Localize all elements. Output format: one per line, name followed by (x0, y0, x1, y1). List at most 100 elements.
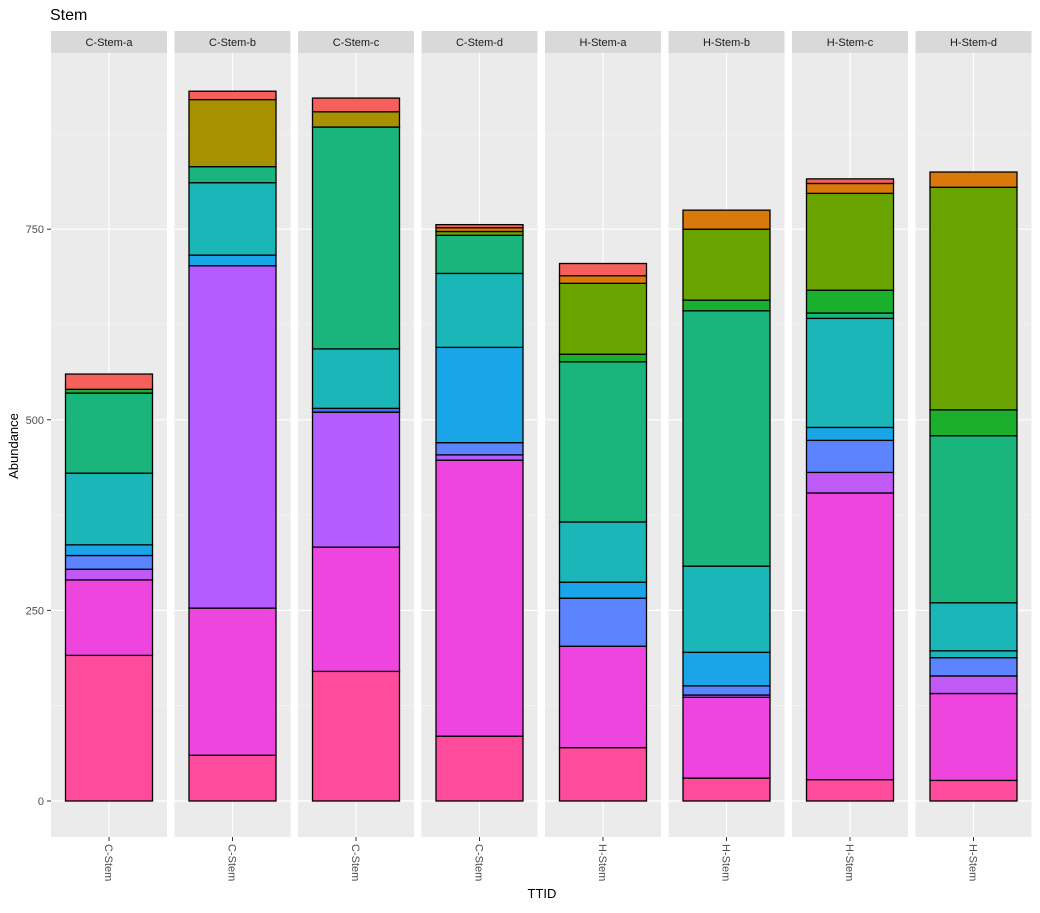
x-tick-label: H-Stem (596, 844, 608, 881)
bar-segment (435, 223, 524, 229)
bar-segment (929, 650, 1018, 659)
facet-strip-label: C-Stem-d (456, 37, 503, 49)
bar-segment (682, 299, 771, 312)
bar-segment (188, 166, 277, 184)
bar-segment (805, 779, 895, 802)
bar-segment (64, 544, 154, 557)
bar-segment (929, 435, 1018, 604)
facet-strip (298, 31, 414, 53)
facet-panel: C-Stem-d C-Stem (421, 31, 538, 881)
bar-segment (435, 272, 524, 349)
bar-segment (188, 90, 277, 101)
x-tick-label: H-Stem (720, 844, 732, 881)
bar-segment (558, 262, 648, 277)
y-tick-label: 750 (26, 224, 44, 236)
bar-segment (311, 411, 401, 548)
bar-segment (435, 459, 524, 737)
bar-segment (435, 442, 524, 456)
facet-panel: C-Stem-a C-Stem (51, 31, 167, 881)
bar-segment (805, 439, 895, 474)
bar-segment (558, 282, 648, 355)
facet-panel: H-Stem-a H-Stem (545, 31, 661, 881)
bar-segment (805, 471, 895, 494)
bar-segment (64, 392, 154, 474)
facet-panel: C-Stem-b C-Stem (174, 31, 291, 881)
bar-segment (682, 565, 771, 653)
y-axis-label: Abundance (6, 413, 21, 479)
bar-segment (558, 645, 648, 749)
facet-panels: C-Stem-aC-Stem C-Stem-b C-Stem C-Stem-c C-St… (51, 31, 1032, 881)
facet-strip (792, 31, 908, 53)
bar-segment (558, 275, 648, 284)
facet-strip-label: C-Stem-c (333, 37, 380, 49)
x-tick-label: C-Stem (473, 844, 485, 881)
bar-segment (188, 254, 277, 267)
bar-segment (558, 353, 648, 363)
bar-segment (64, 579, 154, 657)
bar-segment (929, 657, 1018, 677)
bar-segment (558, 746, 648, 802)
chart-title: Stem (50, 7, 87, 24)
bar-segment (682, 651, 771, 687)
facet-strip (545, 31, 661, 53)
facet-strip-label: H-Stem-b (703, 37, 750, 49)
bar-segment (929, 171, 1018, 188)
bar-segment (311, 546, 401, 673)
bar-segment (311, 670, 401, 802)
bar-segment (929, 602, 1018, 652)
bar-segment (558, 361, 648, 523)
facet-strip (915, 31, 1032, 53)
bar-segment (929, 692, 1018, 782)
bar-segment (188, 182, 277, 256)
y-tick-label: 250 (26, 605, 44, 617)
bar-segment (929, 675, 1018, 695)
bar-segment (805, 289, 895, 314)
y-tick-label: 500 (26, 415, 44, 427)
x-tick-label: C-Stem (226, 844, 238, 881)
bar-segment (311, 348, 401, 410)
facet-strip-label: H-Stem-a (579, 37, 627, 49)
x-tick-label: H-Stem (967, 844, 979, 881)
bar-segment (929, 409, 1018, 437)
bar-segment (805, 192, 895, 291)
bar-segment (558, 521, 648, 583)
facet-strip (421, 31, 538, 53)
bar-segment (805, 492, 895, 781)
facet-strip-label: H-Stem-d (950, 37, 997, 49)
facet-strip-label: C-Stem-b (209, 37, 256, 49)
bar-segment (188, 607, 277, 756)
facet-panel: H-Stem-c H-Stem (792, 31, 908, 881)
bar-segment (682, 777, 771, 802)
bar-segment (188, 754, 277, 802)
x-tick-label: C-Stem (102, 844, 114, 881)
x-tick-label: C-Stem (349, 844, 361, 881)
bar-segment (682, 685, 771, 696)
bar-segment (64, 472, 154, 546)
facet-panel: H-Stem-b H-Stem (668, 31, 785, 881)
bar-segment (64, 373, 154, 390)
bar-segment (929, 779, 1018, 802)
bar-segment (805, 182, 895, 195)
bar-segment (64, 554, 154, 570)
bar-segment (435, 234, 524, 275)
bar-segment (188, 98, 277, 168)
bar-segment (188, 265, 277, 609)
bar-segment (64, 654, 154, 802)
bar-segment (435, 735, 524, 802)
bar-segment (805, 317, 895, 429)
bar-segment (311, 111, 401, 128)
facet-panel: H-Stem-d H-Stem (915, 31, 1032, 881)
bar-segment (435, 346, 524, 444)
bar-segment (682, 310, 771, 567)
bar-segment (682, 696, 771, 779)
x-axis-label: TTID (528, 886, 557, 901)
facet-strip (668, 31, 785, 53)
facet-strip-label: H-Stem-c (827, 37, 874, 49)
bar-segment (682, 228, 771, 301)
facet-strip (174, 31, 291, 53)
bar-segment (929, 186, 1018, 411)
x-tick-label: H-Stem (843, 844, 855, 881)
bar-segment (435, 454, 524, 461)
